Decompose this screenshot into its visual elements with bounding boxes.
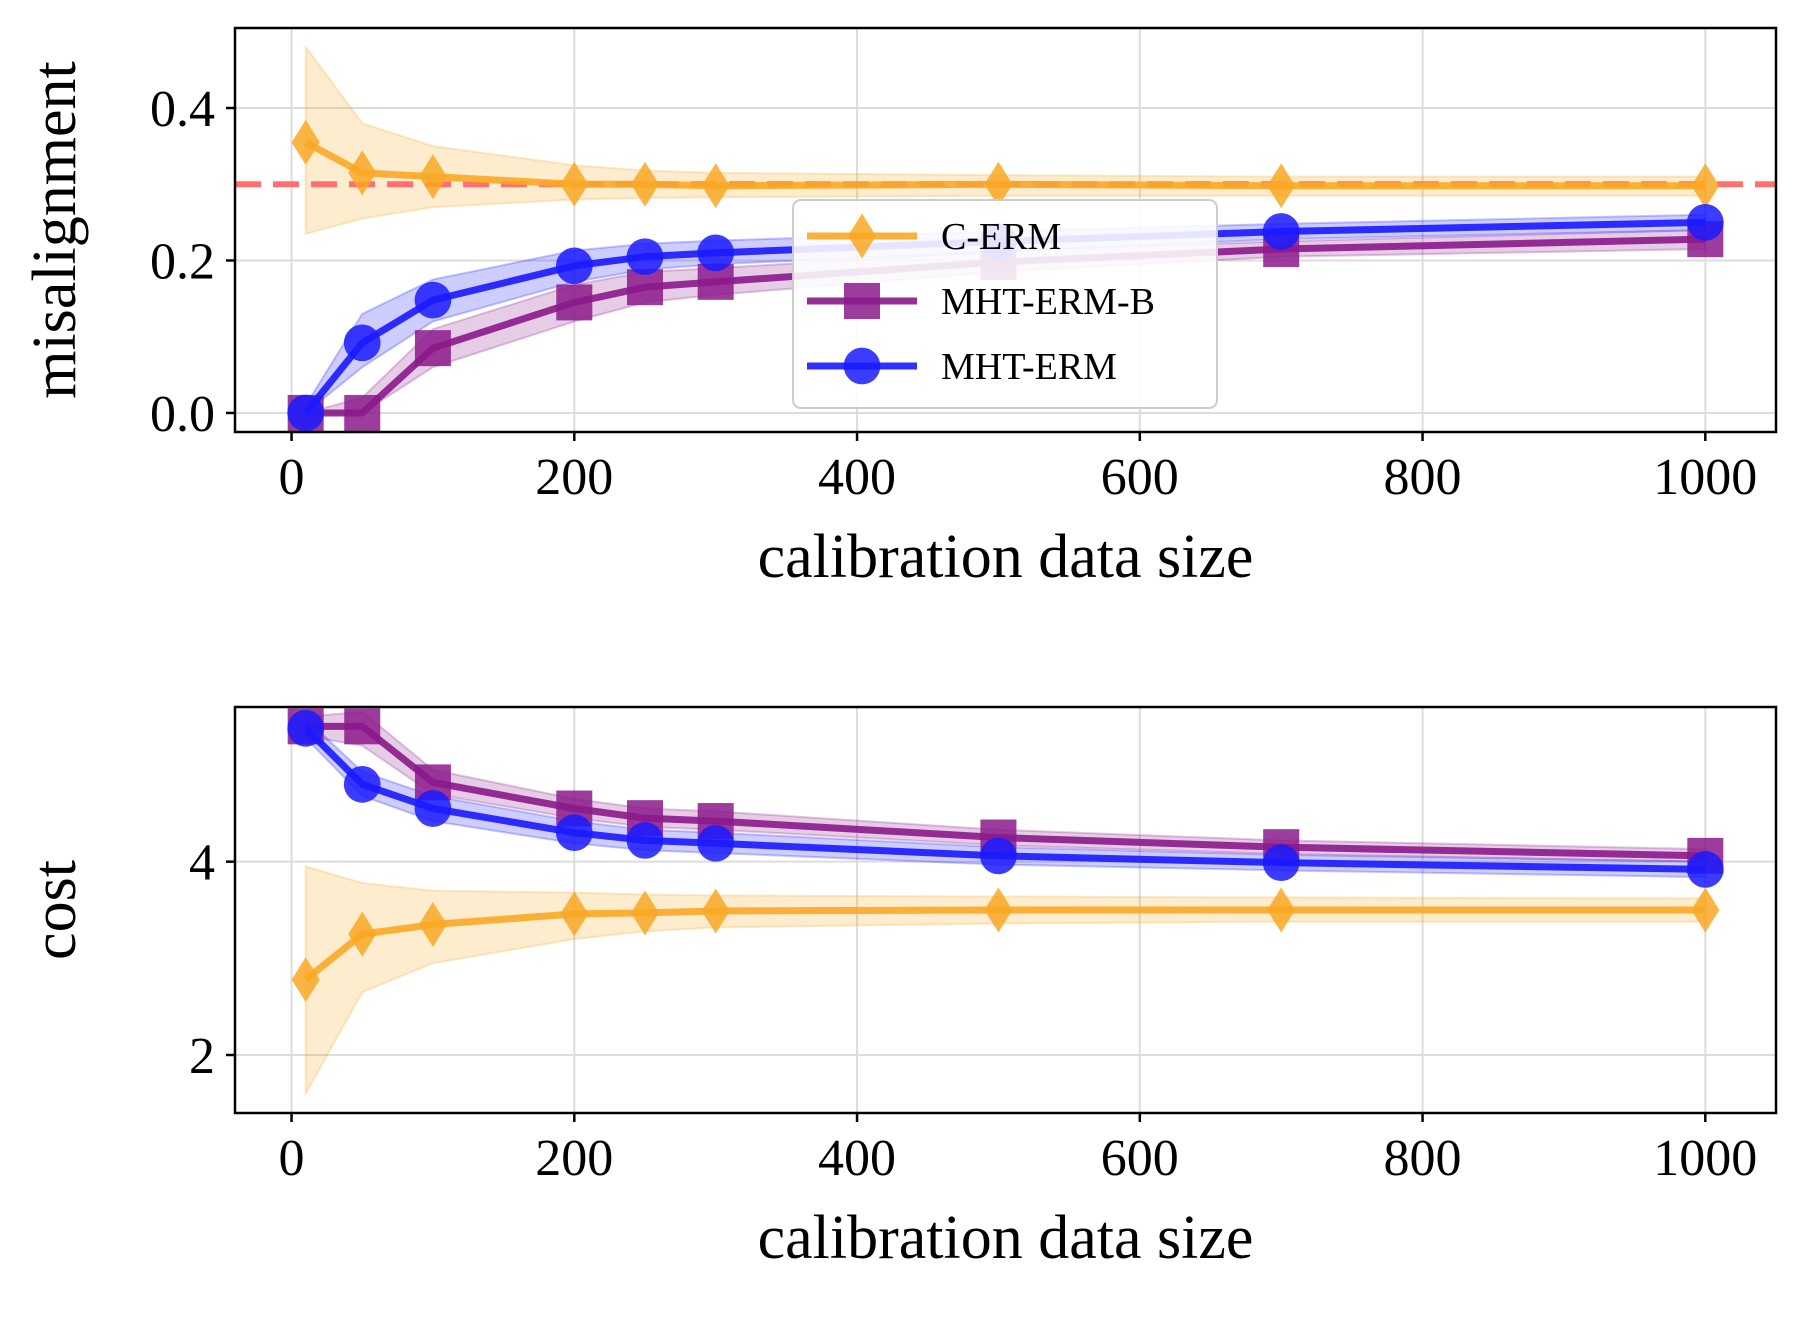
legend-marker-mht-erm-b: [844, 283, 880, 319]
point-mht-erm: [287, 394, 325, 432]
point-c-erm: [1691, 887, 1720, 933]
x-tick-label: 800: [1384, 1130, 1462, 1187]
point-c-erm: [1267, 163, 1296, 209]
legend-label-mht-erm-b: MHT-ERM-B: [941, 281, 1155, 323]
x-tick-label: 600: [1101, 1130, 1179, 1187]
y-tick-label: 0.4: [150, 81, 215, 138]
point-c-erm: [701, 163, 730, 209]
point-c-erm: [630, 890, 660, 936]
legend-box: [792, 199, 1218, 409]
y-tick-label: 4: [189, 835, 215, 892]
y-axis-label: misalignment: [21, 61, 89, 399]
point-c-erm: [1691, 163, 1720, 209]
point-mht-erm: [697, 234, 735, 272]
point-c-erm: [984, 161, 1013, 207]
x-tick-label: 200: [535, 1130, 613, 1187]
y-axis-label: cost: [21, 860, 89, 960]
x-tick-label: 1000: [1653, 449, 1757, 506]
x-tick-label: 400: [818, 449, 896, 506]
point-c-erm: [630, 161, 660, 207]
point-mht-erm-b: [556, 284, 593, 321]
legend-marker-mht-erm: [843, 347, 881, 385]
y-tick-label: 2: [189, 1028, 215, 1085]
point-mht-erm-b: [414, 330, 451, 367]
point-mht-erm: [980, 837, 1017, 875]
point-c-erm: [348, 150, 377, 196]
point-mht-erm: [697, 824, 735, 862]
x-tick-label: 400: [818, 1130, 896, 1187]
point-c-erm: [291, 957, 320, 1003]
point-mht-erm-b: [344, 394, 381, 431]
point-c-erm: [560, 161, 589, 207]
point-c-erm: [291, 119, 320, 165]
misalignment-panel: 0 200 400 600 800 1000 0.0 0.2 0.4 calibration da…: [21, 26, 1778, 591]
legend-marker-c-erm: [847, 213, 877, 259]
point-mht-erm-b: [626, 269, 663, 306]
x-axis-label: calibration data size: [758, 1204, 1254, 1272]
x-axis-label: calibration data size: [758, 523, 1254, 591]
point-c-erm: [701, 888, 730, 934]
x-tick-label: 800: [1384, 449, 1462, 506]
point-mht-erm: [626, 238, 664, 276]
point-c-erm: [418, 154, 447, 200]
point-mht-erm: [1686, 851, 1724, 888]
cost-panel: 0 200 400 600 800 1000 2 4 calibration data size…: [21, 705, 1778, 1272]
point-c-erm: [418, 902, 447, 947]
point-mht-erm: [555, 814, 593, 852]
point-c-erm: [1267, 887, 1296, 933]
legend: C-ERM MHT-ERM-B MHT-ERM: [792, 199, 1218, 409]
x-tick-label: 0: [279, 1130, 305, 1187]
point-mht-erm: [343, 765, 381, 803]
point-mht-erm: [1262, 844, 1300, 881]
point-mht-erm: [343, 324, 381, 362]
point-c-erm: [984, 887, 1013, 933]
legend-label-c-erm: C-ERM: [941, 216, 1061, 258]
point-mht-erm: [414, 790, 452, 827]
x-tick-label: 600: [1101, 449, 1179, 506]
axes-frame: [233, 26, 1778, 434]
point-mht-erm: [1686, 204, 1724, 241]
point-mht-erm: [287, 709, 325, 747]
point-mht-erm: [414, 281, 452, 319]
x-tick-label: 1000: [1653, 1130, 1757, 1187]
axes-frame: [233, 705, 1778, 1115]
point-mht-erm-b: [344, 708, 381, 745]
y-tick-label: 0.2: [150, 233, 215, 290]
x-tick-label: 0: [279, 449, 305, 506]
point-c-erm: [348, 911, 377, 957]
point-mht-erm: [626, 822, 664, 859]
x-tick-label: 200: [535, 449, 613, 506]
point-mht-erm: [1262, 213, 1300, 250]
point-mht-erm: [555, 247, 593, 285]
point-c-erm: [560, 891, 589, 937]
y-tick-label: 0.0: [150, 386, 215, 443]
legend-label-mht-erm: MHT-ERM: [941, 346, 1117, 388]
